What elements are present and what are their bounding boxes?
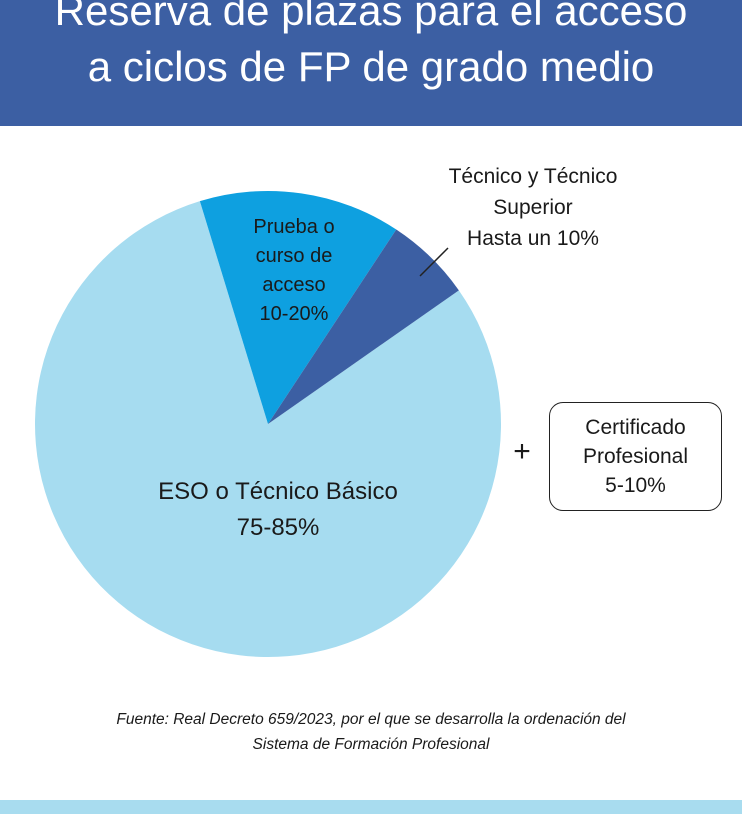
- slice-label-prueba-line: curso de: [255, 245, 333, 267]
- certificado-line: Certificado: [585, 416, 686, 439]
- slice-label-eso-pct: 75-85%: [236, 514, 320, 541]
- slice-label-prueba-line: Prueba o: [253, 216, 335, 238]
- source-line-1: Fuente: Real Decreto 659/2023, por el qu…: [116, 711, 626, 728]
- source-note: Fuente: Real Decreto 659/2023, por el qu…: [0, 707, 742, 757]
- pie-slice: [199, 191, 397, 424]
- slice-label-tecnico-line: Superior: [493, 196, 573, 219]
- slice-label-tecnico-pct: Hasta un 10%: [467, 227, 599, 250]
- pie-chart: [34, 191, 501, 657]
- pie-slice: [34, 201, 501, 657]
- header-banner: Reserva de plazas para el acceso a ciclo…: [0, 0, 742, 126]
- plus-sign: +: [513, 435, 531, 468]
- footer-band: [0, 800, 742, 814]
- source-line-2: Sistema de Formación Profesional: [252, 736, 490, 753]
- title-line-2: a ciclos de FP de grado medio: [87, 43, 655, 90]
- certificado-pct: 5-10%: [605, 474, 666, 497]
- slice-label-eso: ESO o Técnico Básico 75-85%: [110, 474, 446, 546]
- title-line-1: Reserva de plazas para el acceso: [54, 0, 688, 34]
- slice-label-prueba-pct: 10-20%: [259, 303, 329, 325]
- slice-label-tecnico-line: Técnico y Técnico: [448, 165, 618, 188]
- certificado-line: Profesional: [582, 445, 689, 468]
- slice-label-tecnico: Técnico y Técnico Superior Hasta un 10%: [420, 161, 646, 254]
- slice-label-eso-line: ESO o Técnico Básico: [158, 478, 398, 505]
- slice-label-prueba: Prueba o curso de acceso 10-20%: [220, 213, 368, 329]
- slice-label-prueba-line: acceso: [262, 274, 326, 296]
- pie-slice: [268, 229, 459, 424]
- leader-line: [419, 247, 449, 277]
- certificado-box: Certificado Profesional 5-10%: [549, 402, 722, 511]
